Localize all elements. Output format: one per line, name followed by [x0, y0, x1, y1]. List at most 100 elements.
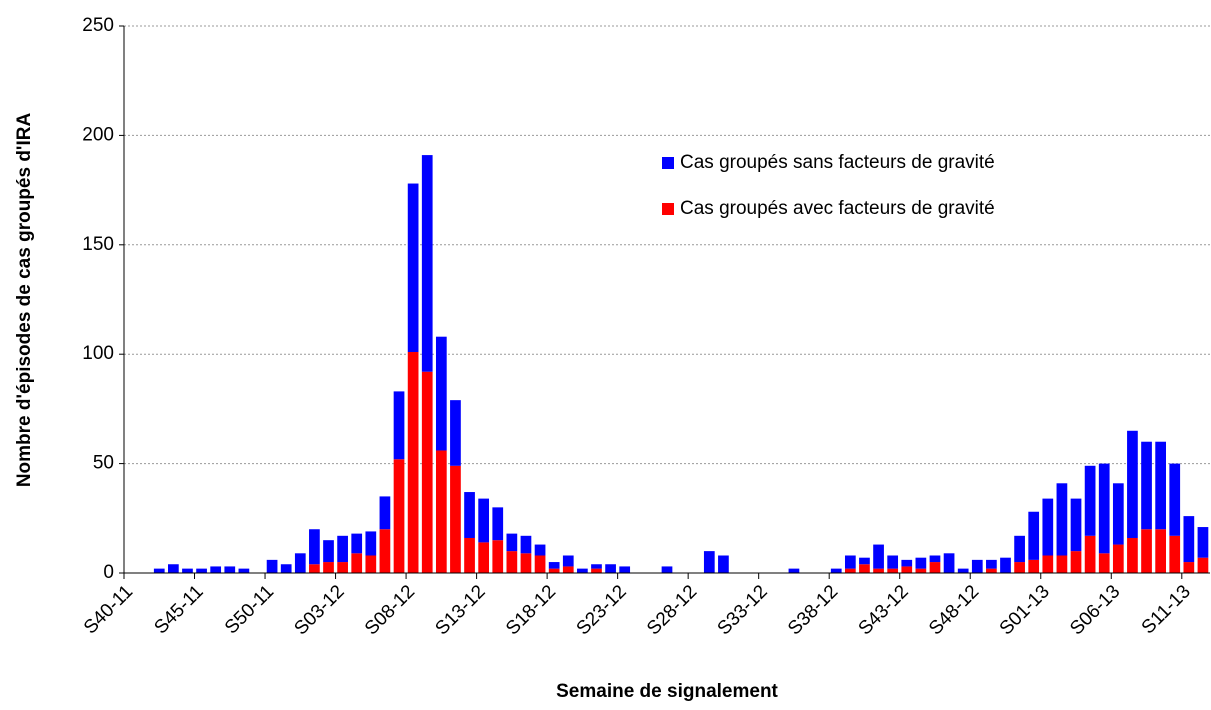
- bar: [323, 562, 334, 573]
- bar: [859, 557, 870, 565]
- bar: [435, 450, 447, 573]
- bar: [1169, 535, 1181, 573]
- bar: [915, 557, 927, 569]
- x-tick-label: S48-12: [925, 581, 983, 639]
- bar: [703, 551, 715, 573]
- bar: [478, 542, 490, 573]
- bar: [309, 529, 320, 565]
- bar: [365, 555, 377, 573]
- bar: [859, 564, 870, 573]
- bar: [393, 459, 405, 573]
- y-tick-label: 50: [93, 453, 114, 474]
- x-tick-label: S11-13: [1138, 581, 1195, 638]
- bar: [929, 555, 941, 563]
- bar: [577, 568, 588, 573]
- bar: [943, 553, 955, 573]
- bar: [153, 568, 165, 573]
- bar: [605, 564, 616, 573]
- bar: [478, 498, 490, 543]
- x-tick-label: S38-12: [784, 581, 842, 639]
- bar: [548, 568, 560, 573]
- bar: [520, 535, 532, 554]
- x-tick-label: S23-12: [573, 581, 631, 639]
- bar: [873, 544, 884, 569]
- bar: [534, 555, 546, 573]
- bar: [1197, 527, 1209, 558]
- bar: [562, 566, 574, 573]
- bar: [830, 568, 842, 573]
- bar: [1000, 557, 1011, 573]
- bar: [1183, 516, 1195, 563]
- bar: [1014, 562, 1025, 573]
- bar: [351, 553, 363, 573]
- bar: [1042, 498, 1054, 556]
- bar: [1042, 555, 1054, 573]
- bar: [309, 564, 320, 573]
- bar: [534, 544, 546, 556]
- bar: [1014, 535, 1025, 563]
- bar: [379, 496, 391, 530]
- bar: [1112, 483, 1124, 545]
- bar: [323, 540, 334, 563]
- x-tick-label: S08-12: [361, 581, 419, 639]
- legend-label: Cas groupés avec facteurs de gravité: [680, 198, 995, 219]
- bar: [224, 566, 236, 573]
- y-tick-label: 250: [82, 15, 114, 36]
- bar: [506, 533, 518, 552]
- bar: [1028, 559, 1040, 573]
- bar: [421, 155, 433, 372]
- bar: [407, 352, 419, 573]
- bar: [1155, 441, 1166, 530]
- bar: [873, 568, 884, 573]
- bar: [1070, 498, 1082, 552]
- bar: [379, 529, 391, 573]
- bar: [661, 566, 673, 573]
- bar: [1056, 483, 1068, 556]
- bar: [435, 336, 447, 451]
- bar: [182, 568, 193, 573]
- bar: [421, 371, 433, 573]
- x-tick-label: S45-11: [150, 581, 207, 638]
- bar: [844, 555, 856, 569]
- bar: [1056, 555, 1068, 573]
- y-axis-title: Nombre d'épisodes de cas groupés d'IRA: [14, 113, 35, 488]
- bar: [619, 566, 631, 573]
- bar: [464, 537, 475, 573]
- bar: [337, 562, 348, 573]
- x-tick-label: S13-12: [431, 581, 489, 639]
- bar: [450, 400, 461, 466]
- y-tick-label: 0: [103, 562, 114, 583]
- x-tick-label: S18-12: [502, 581, 560, 639]
- x-tick-label: S03-12: [290, 581, 348, 639]
- bar: [1112, 544, 1124, 573]
- bar: [294, 553, 306, 573]
- bar: [492, 507, 504, 541]
- x-tick-label: S50-11: [221, 581, 278, 638]
- legend-swatch: [662, 203, 674, 215]
- bar: [492, 540, 504, 573]
- bar: [1127, 430, 1138, 538]
- bar: [351, 533, 363, 554]
- bar: [1098, 553, 1110, 573]
- bar: [1155, 529, 1166, 573]
- bar: [365, 531, 377, 556]
- bar: [957, 568, 969, 573]
- bar: [1183, 562, 1195, 573]
- x-tick-label: S01-13: [996, 581, 1054, 639]
- bar: [887, 555, 899, 569]
- bar: [1197, 557, 1209, 573]
- y-tick-label: 100: [82, 343, 114, 364]
- bar: [788, 568, 800, 573]
- bar: [337, 535, 348, 563]
- bar: [1141, 441, 1152, 530]
- bar: [1028, 511, 1040, 560]
- bar: [1084, 465, 1096, 536]
- bar: [1141, 529, 1152, 573]
- bar: [901, 566, 913, 573]
- bar: [168, 564, 179, 573]
- bar: [986, 568, 997, 573]
- bar: [280, 564, 292, 573]
- bar: [1070, 551, 1082, 573]
